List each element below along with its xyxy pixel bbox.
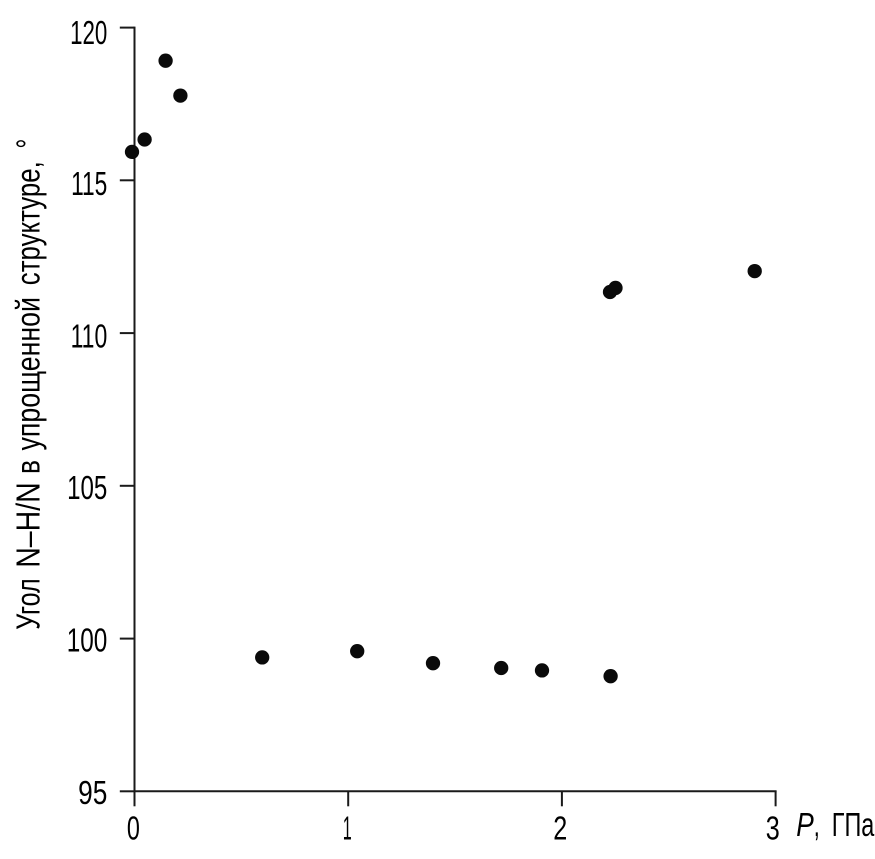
svg-text:120: 120 bbox=[70, 14, 107, 51]
svg-text:100: 100 bbox=[67, 621, 108, 658]
svg-text:Угол: Угол bbox=[10, 578, 47, 630]
svg-text:°: ° bbox=[10, 139, 47, 149]
svg-text:110: 110 bbox=[71, 317, 108, 354]
svg-text:N–H/N: N–H/N bbox=[10, 482, 47, 568]
svg-text:3: 3 bbox=[766, 810, 780, 847]
svg-text:1: 1 bbox=[343, 810, 352, 847]
svg-text:0: 0 bbox=[127, 810, 140, 847]
svg-text:структуре,: структуре, bbox=[10, 161, 47, 285]
svg-text:95: 95 bbox=[78, 774, 107, 811]
svg-text:2: 2 bbox=[553, 810, 567, 847]
svg-text:в: в bbox=[10, 460, 47, 474]
svg-text:упрощенной: упрощенной bbox=[10, 297, 47, 451]
svg-text:P,ГПа: P, ГПа bbox=[796, 806, 874, 843]
svg-text:105: 105 bbox=[67, 469, 107, 506]
svg-text:115: 115 bbox=[71, 165, 107, 202]
